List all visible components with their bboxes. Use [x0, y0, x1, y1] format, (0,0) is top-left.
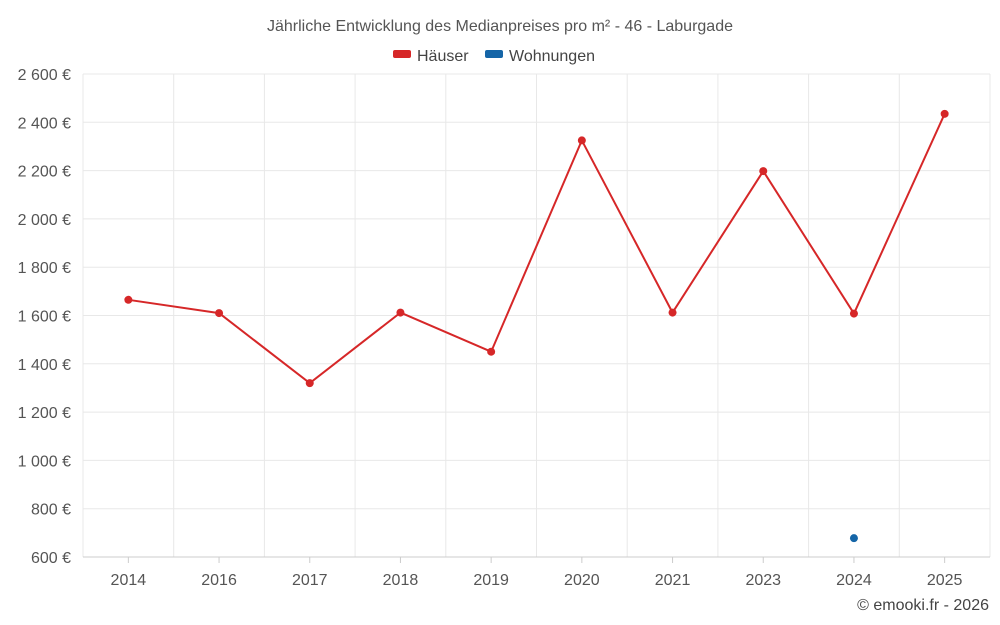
y-tick-label: 600 €: [31, 550, 71, 567]
data-point[interactable]: [215, 309, 224, 318]
data-point[interactable]: [940, 109, 949, 118]
legend-swatch-wohnungen: [485, 50, 503, 58]
y-tick-label: 1 400 €: [18, 357, 71, 374]
legend-swatch-haeuser: [393, 50, 411, 58]
y-tick-label: 2 000 €: [18, 212, 71, 229]
x-axis: 2014 2016 2017 2018 2019 2020 2021 2023 2024 2025: [83, 556, 990, 589]
x-tick-label: 2024: [836, 572, 872, 589]
chart-title: Jährliche Entwicklung des Medianpreises …: [267, 18, 733, 35]
y-tick-label: 1 200 €: [18, 405, 71, 422]
data-point[interactable]: [849, 309, 858, 318]
data-point[interactable]: [849, 534, 858, 543]
x-tick-label: 2023: [745, 572, 781, 589]
legend-label-wohnungen: Wohnungen: [509, 48, 595, 65]
data-point[interactable]: [668, 308, 677, 317]
data-point[interactable]: [487, 347, 496, 356]
y-tick-label: 2 600 €: [18, 67, 71, 84]
y-tick-label: 1 000 €: [18, 453, 71, 470]
legend-item-wohnungen[interactable]: Wohnungen: [485, 48, 595, 65]
series-line-0: [128, 113, 946, 385]
x-tick-label: 2021: [655, 572, 691, 589]
data-point[interactable]: [124, 295, 133, 304]
x-tick-label: 2019: [473, 572, 509, 589]
data-point[interactable]: [305, 379, 314, 388]
x-tick-label: 2017: [292, 572, 328, 589]
y-tick-label: 1 600 €: [18, 309, 71, 326]
gridlines: [82, 73, 991, 557]
data-point[interactable]: [759, 167, 768, 176]
y-tick-label: 2 200 €: [18, 164, 71, 181]
y-tick-label: 800 €: [31, 502, 71, 519]
x-tick-label: 2016: [201, 572, 237, 589]
x-tick-label: 2014: [111, 572, 147, 589]
legend: Häuser Wohnungen: [393, 48, 595, 65]
legend-label-haeuser: Häuser: [417, 48, 469, 65]
x-tick-label: 2018: [383, 572, 419, 589]
y-tick-label: 2 400 €: [18, 115, 71, 132]
credit-text: © emooki.fr - 2026: [857, 597, 989, 614]
x-tick-label: 2020: [564, 572, 600, 589]
data-point[interactable]: [396, 308, 405, 317]
legend-item-haeuser[interactable]: Häuser: [393, 48, 469, 65]
y-tick-label: 1 800 €: [18, 260, 71, 277]
x-tick-label: 2025: [927, 572, 963, 589]
series-layer: [124, 109, 949, 543]
y-axis: 600 € 800 € 1 000 € 1 200 € 1 400 € 1 600 € 1 …: [18, 67, 71, 567]
data-point[interactable]: [577, 136, 586, 145]
